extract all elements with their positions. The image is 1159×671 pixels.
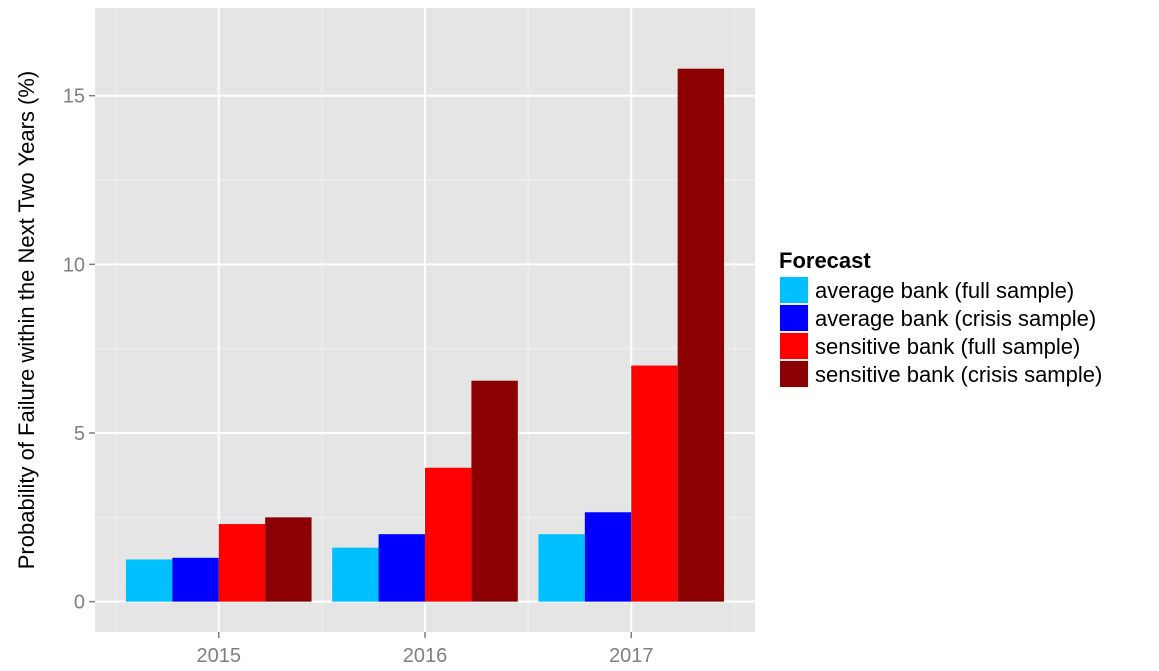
bar [471, 380, 518, 602]
legend-swatch [780, 277, 808, 303]
y-tick-label: 5 [74, 423, 85, 445]
bar [584, 512, 632, 602]
legend-label: average bank (full sample) [815, 278, 1074, 303]
x-axis-ticks: 2015 2016 2017 [197, 632, 654, 667]
bar [125, 559, 173, 602]
bar [631, 365, 678, 602]
x-tick-label: 2015 [197, 645, 242, 667]
bar [378, 534, 425, 602]
legend-swatch [780, 333, 808, 359]
bar [218, 524, 266, 602]
y-axis-ticks: 0 5 10 15 [63, 86, 95, 614]
bar [677, 68, 725, 602]
bars [125, 68, 725, 602]
bar [332, 547, 379, 602]
bar [265, 517, 312, 602]
x-tick-label: 2017 [609, 645, 654, 667]
bar [425, 467, 472, 602]
x-tick-label: 2016 [403, 645, 448, 667]
y-axis-title: Probability of Failure within the Next T… [14, 71, 39, 570]
legend: Forecast average bank (full sample) avera… [779, 248, 1102, 388]
y-tick-label: 10 [63, 254, 85, 276]
y-tick-label: 0 [74, 592, 85, 614]
legend-swatch [780, 305, 808, 331]
legend-swatch [780, 361, 808, 387]
y-tick-label: 15 [63, 86, 85, 108]
legend-title: Forecast [779, 248, 871, 273]
legend-label: sensitive bank (crisis sample) [815, 362, 1102, 387]
legend-label: sensitive bank (full sample) [815, 334, 1080, 359]
bar [538, 534, 585, 602]
legend-label: average bank (crisis sample) [815, 306, 1096, 331]
bar [172, 557, 219, 602]
